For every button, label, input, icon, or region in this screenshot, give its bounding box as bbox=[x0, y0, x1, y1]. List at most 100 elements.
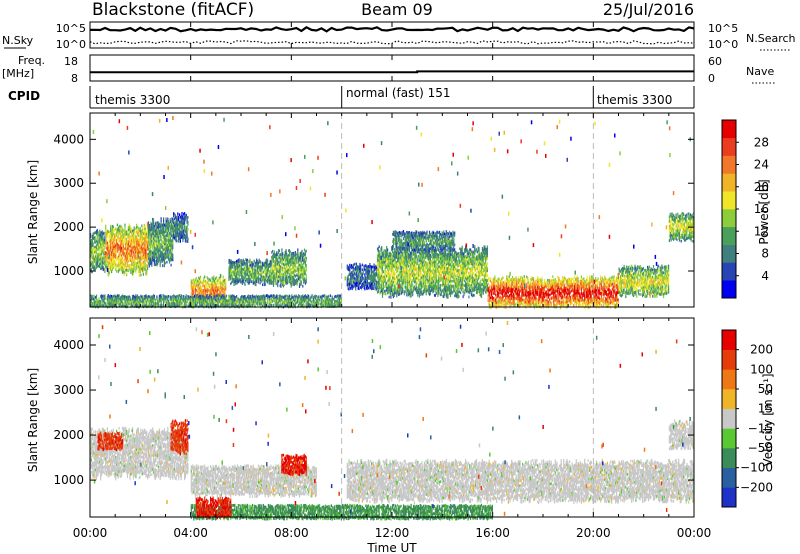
echo-cell bbox=[128, 266, 130, 270]
echo-cell bbox=[245, 275, 247, 278]
echo-cell bbox=[418, 285, 420, 289]
echo-cell bbox=[249, 270, 251, 274]
echo-cell bbox=[104, 239, 106, 242]
echo-cell bbox=[147, 228, 150, 232]
echo-cell bbox=[270, 269, 272, 273]
echo-cell bbox=[397, 276, 399, 280]
echo-cell bbox=[151, 225, 153, 229]
echo-cell bbox=[262, 264, 264, 267]
echo-cell bbox=[103, 248, 105, 252]
echo-cell bbox=[136, 243, 138, 246]
echo-cell bbox=[433, 251, 435, 255]
echo-cell bbox=[152, 254, 155, 257]
echo-cell bbox=[107, 249, 109, 253]
echo-cell bbox=[181, 233, 183, 237]
echo-cell bbox=[198, 276, 200, 280]
echo-cell bbox=[272, 271, 274, 275]
echo-cell bbox=[196, 284, 198, 288]
echo-cell bbox=[229, 263, 231, 267]
echo-cell bbox=[196, 282, 198, 285]
echo-cell bbox=[397, 267, 399, 270]
echo-cell bbox=[95, 240, 97, 244]
echo-cell bbox=[236, 276, 238, 280]
echo-cell bbox=[437, 255, 439, 259]
echo-cell bbox=[444, 259, 446, 263]
echo-cell bbox=[177, 222, 179, 225]
echo-cell bbox=[483, 245, 485, 249]
echo-cell bbox=[290, 268, 292, 271]
echo-cell bbox=[424, 265, 426, 269]
echo-cell bbox=[449, 256, 452, 259]
echo-cell bbox=[301, 249, 303, 253]
echo-cell bbox=[242, 258, 244, 262]
echo-cell bbox=[276, 263, 278, 266]
echo-cell bbox=[116, 258, 118, 261]
echo-cell bbox=[202, 282, 204, 285]
echo-cell bbox=[107, 251, 109, 255]
echo-cell bbox=[424, 256, 426, 259]
echo-cell bbox=[418, 255, 420, 258]
echo-cell bbox=[147, 228, 149, 232]
echo-cell bbox=[372, 275, 374, 278]
echo-cell bbox=[449, 275, 452, 278]
echo-cell bbox=[379, 263, 381, 266]
echo-cell bbox=[157, 235, 160, 239]
echo-cell bbox=[410, 266, 412, 269]
echo-cell bbox=[184, 226, 186, 230]
echo-cell bbox=[149, 259, 151, 263]
echo-cell bbox=[423, 280, 426, 284]
echo-cell bbox=[366, 275, 368, 279]
echo-cell bbox=[92, 261, 94, 265]
echo-cell bbox=[255, 276, 257, 279]
freq-left-label: Freq. bbox=[18, 54, 45, 67]
echo-cell bbox=[390, 274, 392, 278]
echo-cell bbox=[154, 239, 156, 243]
echo-cell bbox=[241, 260, 243, 264]
echo-cell bbox=[157, 250, 160, 253]
echo-cell bbox=[242, 275, 244, 279]
echo-cell bbox=[153, 244, 155, 247]
echo-cell bbox=[224, 281, 226, 284]
echo-cell bbox=[404, 285, 406, 289]
echo-cell bbox=[433, 287, 435, 291]
echo-cell bbox=[199, 275, 202, 279]
echo-cell bbox=[238, 277, 240, 281]
echo-cell bbox=[158, 258, 160, 262]
echo-cell bbox=[430, 265, 432, 268]
echo-cell bbox=[298, 255, 300, 259]
echo-cell bbox=[152, 225, 154, 228]
echo-cell bbox=[153, 241, 155, 245]
echo-cell bbox=[254, 268, 256, 272]
echo-cell bbox=[405, 249, 407, 253]
echo-cell bbox=[475, 278, 477, 282]
echo-cell bbox=[121, 235, 123, 238]
echo-cell bbox=[132, 267, 134, 271]
echo-cell bbox=[170, 230, 172, 233]
echo-cell bbox=[244, 266, 246, 270]
echo-cell bbox=[134, 247, 136, 251]
echo-cell bbox=[183, 229, 185, 233]
echo-cell bbox=[166, 260, 168, 264]
echo-cell bbox=[420, 276, 422, 280]
echo-cell bbox=[457, 276, 459, 280]
echo-cell bbox=[354, 272, 356, 275]
echo-cell bbox=[145, 238, 147, 242]
echo-cell bbox=[293, 268, 295, 272]
echo-cell bbox=[435, 258, 437, 262]
echo-cell bbox=[256, 265, 258, 269]
echo-cell bbox=[437, 263, 439, 266]
echo-cell bbox=[93, 258, 95, 262]
echo-cell bbox=[153, 225, 155, 228]
echo-cell bbox=[480, 266, 483, 270]
echo-cell bbox=[356, 281, 358, 285]
echo-cell bbox=[366, 280, 368, 283]
echo-cell bbox=[436, 281, 438, 285]
echo-cell bbox=[247, 282, 249, 285]
echo-cell bbox=[143, 259, 145, 263]
echo-cell bbox=[127, 235, 129, 239]
echo-cell bbox=[371, 270, 374, 274]
echo-cell bbox=[107, 263, 109, 267]
echo-cell bbox=[157, 226, 159, 229]
echo-cell bbox=[378, 264, 380, 268]
echo-cell bbox=[230, 277, 232, 281]
